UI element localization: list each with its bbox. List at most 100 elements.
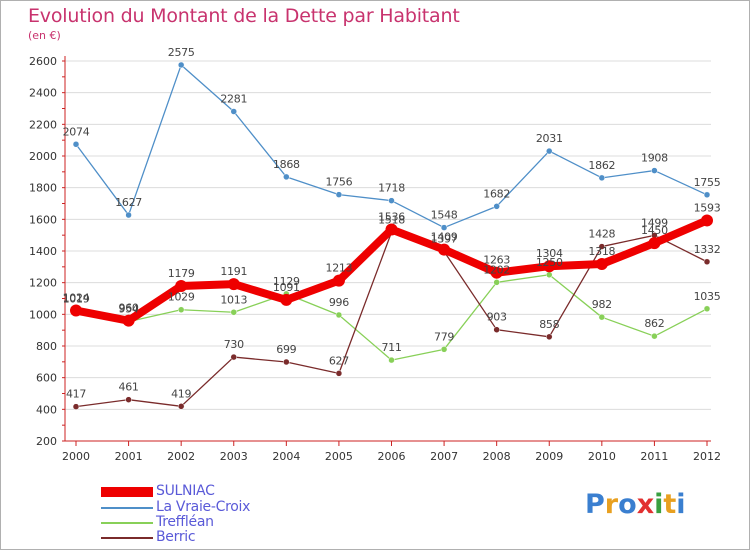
legend-swatch xyxy=(101,537,153,539)
data-point xyxy=(283,173,290,181)
x-tick-label: 2010 xyxy=(588,450,616,463)
data-point xyxy=(546,333,553,341)
x-tick-label: 2008 xyxy=(483,450,511,463)
data-point xyxy=(598,313,606,321)
data-label: 2074 xyxy=(63,125,90,138)
x-tick-label: 2006 xyxy=(378,450,406,463)
data-point xyxy=(177,403,185,410)
data-label: 954 xyxy=(119,303,139,316)
data-label: 1409 xyxy=(431,231,458,244)
y-tick-label: 2200 xyxy=(29,118,57,131)
data-point xyxy=(598,243,606,250)
data-point xyxy=(177,306,185,313)
data-label: 1035 xyxy=(694,290,721,303)
data-point xyxy=(493,279,500,286)
legend-label: Treffléan xyxy=(156,514,214,530)
data-label: 1593 xyxy=(694,201,721,214)
data-label: 1627 xyxy=(115,196,142,209)
data-point xyxy=(543,260,556,273)
legend-label: Berric xyxy=(156,529,196,545)
x-tick-label: 2002 xyxy=(167,450,195,463)
data-point xyxy=(72,141,80,148)
data-point xyxy=(335,311,343,319)
y-tick-label: 800 xyxy=(36,340,57,353)
chart-title: Evolution du Montant de la Dette par Hab… xyxy=(28,5,460,27)
y-tick-label: 1000 xyxy=(29,308,57,321)
data-point xyxy=(703,191,711,199)
y-tick-label: 2000 xyxy=(29,150,57,163)
y-tick-label: 2600 xyxy=(29,55,57,68)
data-label: 2031 xyxy=(536,132,563,145)
data-label: 960 xyxy=(119,302,139,315)
y-tick-label: 1600 xyxy=(29,213,57,226)
data-point xyxy=(546,147,553,155)
x-tick-label: 2007 xyxy=(430,450,458,463)
data-label: 1129 xyxy=(273,275,300,288)
data-label: 1250 xyxy=(536,256,563,269)
y-tick-label: 600 xyxy=(36,372,57,385)
data-label: 1091 xyxy=(273,281,300,294)
data-label: 419 xyxy=(171,387,191,400)
data-point xyxy=(490,266,503,279)
data-point xyxy=(703,258,711,266)
data-point xyxy=(595,257,608,270)
data-point xyxy=(388,197,395,204)
data-label: 1755 xyxy=(694,176,721,189)
data-point xyxy=(230,108,237,115)
data-point xyxy=(703,305,711,313)
data-point xyxy=(177,61,185,69)
data-label: 1499 xyxy=(641,216,668,229)
y-tick-label: 1200 xyxy=(29,277,57,290)
y-tick-label: 1400 xyxy=(29,245,57,258)
data-label: 1756 xyxy=(326,176,353,189)
x-tick-label: 2003 xyxy=(220,450,248,463)
data-label: 779 xyxy=(434,330,454,343)
data-label: 1518 xyxy=(378,213,405,226)
data-label: 1718 xyxy=(378,182,405,195)
data-label: 1536 xyxy=(378,210,405,223)
y-tick-label: 2400 xyxy=(29,87,57,100)
y-tick-label: 1800 xyxy=(29,182,57,195)
x-tick-label: 2009 xyxy=(535,450,563,463)
data-point xyxy=(493,203,500,210)
data-label: 996 xyxy=(329,296,349,309)
data-label: 1179 xyxy=(168,267,195,280)
legend-swatch xyxy=(101,487,153,497)
data-label: 1213 xyxy=(326,262,353,275)
data-label: 2575 xyxy=(168,46,195,59)
data-label: 461 xyxy=(119,381,139,394)
data-point xyxy=(280,293,293,306)
data-point xyxy=(122,314,135,327)
data-point xyxy=(648,237,661,250)
data-label: 1450 xyxy=(641,224,668,237)
data-label: 1019 xyxy=(63,292,90,305)
data-point xyxy=(72,403,80,410)
data-point xyxy=(175,279,188,292)
data-point xyxy=(332,274,345,287)
data-point xyxy=(335,191,343,198)
data-label: 1202 xyxy=(483,263,510,276)
x-tick-label: 2001 xyxy=(115,450,143,463)
data-point xyxy=(651,332,658,340)
data-label: 1013 xyxy=(220,293,247,306)
data-label: 1682 xyxy=(483,187,510,200)
data-label: 1428 xyxy=(588,228,615,241)
data-label: 858 xyxy=(539,318,559,331)
data-point xyxy=(438,243,451,256)
data-label: 711 xyxy=(381,341,401,354)
legend-label: La Vraie-Croix xyxy=(156,499,251,515)
y-tick-label: 200 xyxy=(36,435,57,448)
data-label: 1862 xyxy=(588,159,615,172)
data-label: 1024 xyxy=(63,292,90,305)
data-label: 1263 xyxy=(483,254,510,267)
x-tick-label: 2005 xyxy=(325,450,353,463)
data-label: 1548 xyxy=(431,209,458,222)
data-label: 903 xyxy=(487,311,507,324)
data-label: 699 xyxy=(276,343,296,356)
data-point xyxy=(546,271,553,278)
data-point xyxy=(493,326,500,333)
x-tick-label: 2000 xyxy=(62,450,90,463)
data-label: 1868 xyxy=(273,158,300,171)
